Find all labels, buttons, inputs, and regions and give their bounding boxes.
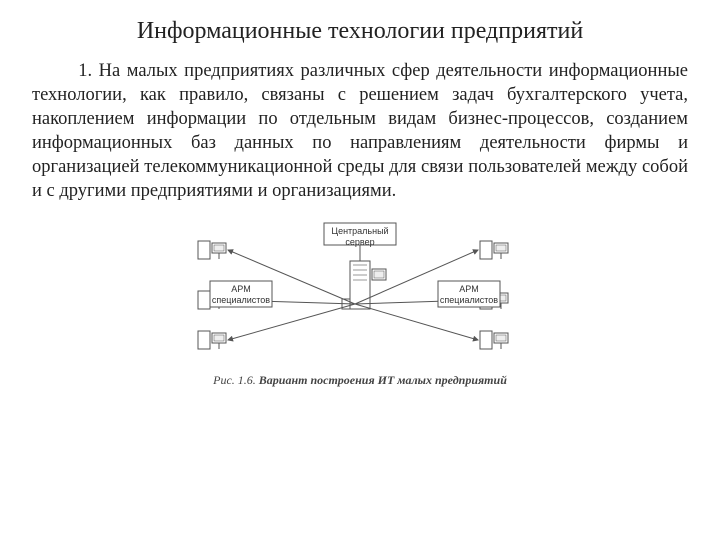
- figure-caption: Рис. 1.6. Вариант построения ИТ малых пр…: [32, 373, 688, 388]
- caption-prefix: Рис. 1.6.: [213, 373, 256, 387]
- network-diagram: ЦентральныйсерверАРМспециалистовАРМспеци…: [150, 211, 570, 371]
- svg-text:специалистов: специалистов: [440, 295, 498, 305]
- svg-text:АРМ: АРМ: [231, 284, 250, 294]
- svg-text:специалистов: специалистов: [212, 295, 270, 305]
- page-title: Информационные технологии предприятий: [32, 18, 688, 45]
- caption-text: Вариант построения ИТ малых предприятий: [259, 373, 507, 387]
- svg-text:Центральный: Центральный: [331, 226, 388, 236]
- main-paragraph: 1. На малых предприятиях различных сфер …: [32, 59, 688, 203]
- svg-text:АРМ: АРМ: [459, 284, 478, 294]
